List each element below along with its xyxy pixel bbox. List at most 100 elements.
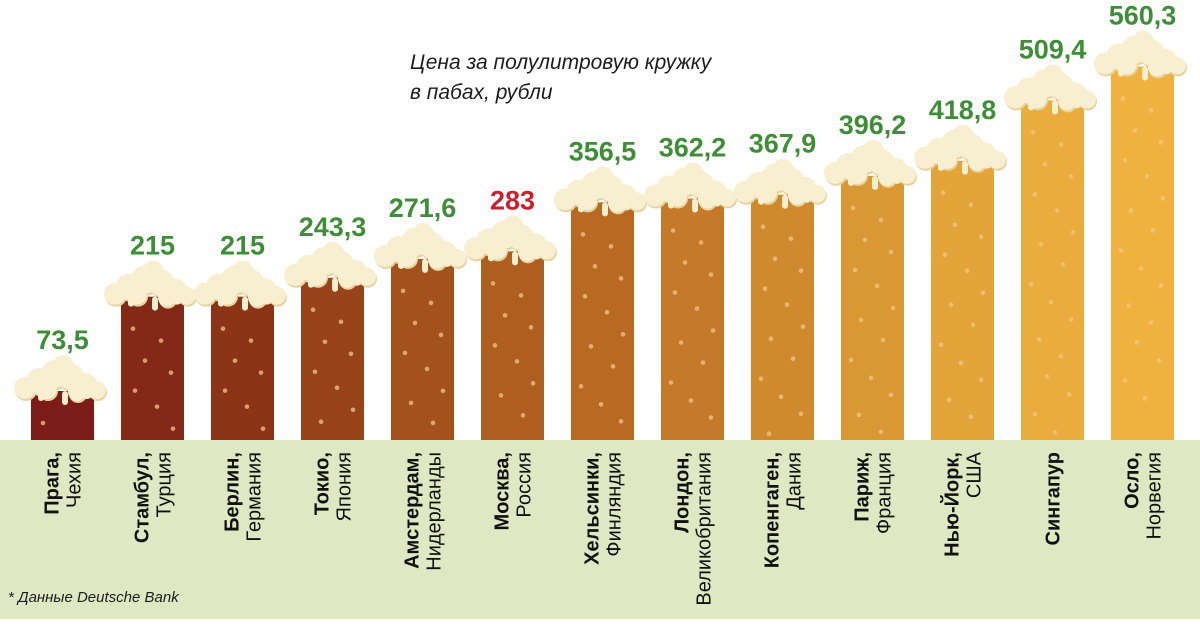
foam-puff: [323, 241, 343, 262]
foam-drip: [804, 194, 810, 203]
foam-drip: [264, 296, 270, 305]
foam-puff: [143, 260, 163, 281]
bubble: [402, 350, 408, 356]
country-name: Чехия: [64, 452, 86, 508]
category-label-line: Дания: [784, 452, 806, 510]
city-name: Хельсинки,: [582, 452, 604, 565]
foam-drip: [602, 202, 608, 217]
bubble: [1044, 374, 1050, 379]
foam-drip: [512, 251, 518, 266]
category-label-line: Германия: [244, 452, 266, 542]
foam-drip: [578, 202, 584, 213]
category-label-Берлин: Берлин, Германия: [222, 452, 266, 542]
bubble: [582, 294, 588, 299]
bar-Лондон: [661, 198, 724, 440]
bubble: [412, 320, 418, 326]
category-label-line: Токио,: [312, 452, 334, 515]
bubble: [40, 420, 46, 426]
foam-drip: [1118, 66, 1124, 77]
bubble: [1138, 266, 1144, 271]
city-name: Копенгаген,: [762, 452, 784, 568]
bubble: [856, 412, 862, 418]
foam-drip: [174, 296, 180, 305]
bar-Москва: [481, 251, 544, 440]
foam-drip: [332, 277, 338, 292]
category-label-line: США: [964, 451, 986, 498]
bar-Амстердам: [391, 258, 454, 440]
bar-bubbles: [130, 326, 176, 431]
bubble: [502, 313, 508, 318]
foam-drip: [624, 202, 630, 211]
foam-puff: [968, 152, 986, 171]
foam-puff: [1078, 90, 1096, 109]
foam-drip: [984, 160, 990, 169]
category-label-line: Великобритания: [694, 452, 716, 606]
bubble: [798, 411, 804, 417]
foam-puff: [178, 286, 196, 305]
bubble: [772, 256, 778, 262]
bubble: [1068, 174, 1074, 179]
category-label-Сингапур: Сингапур: [1043, 452, 1065, 545]
bubble: [968, 414, 974, 420]
bar-bubbles: [310, 307, 356, 425]
foam-head: [14, 355, 107, 405]
category-label-Осло: Осло, Норвегия: [1122, 452, 1166, 540]
category-label-Париж: Париж, Франция: [852, 452, 896, 534]
bubble: [1028, 282, 1034, 287]
foam-head: [374, 222, 467, 273]
foam-drip: [62, 391, 68, 405]
bubble: [1128, 208, 1134, 213]
bubble: [604, 310, 610, 315]
city-name: Нью-Йорк,: [940, 452, 964, 557]
category-label-Амстердам: Амстердам, Нидерланды: [402, 452, 446, 571]
bubble: [978, 377, 984, 383]
bubble: [244, 404, 250, 409]
foam-puff: [448, 248, 466, 267]
foam-puff: [608, 194, 626, 213]
foam-drip: [668, 198, 674, 209]
bubble: [312, 369, 318, 375]
foam-drip: [398, 258, 404, 269]
bubble: [1032, 412, 1038, 417]
bubble: [678, 340, 684, 345]
category-label-line: Хельсинки,: [582, 452, 604, 565]
foam-puff: [1133, 30, 1153, 51]
bubble: [610, 364, 616, 369]
bubble: [694, 306, 700, 311]
bubble: [708, 415, 714, 420]
category-label-line: Япония: [334, 452, 356, 521]
foam-puff: [863, 139, 883, 160]
foam-drip: [714, 198, 720, 207]
bubble: [868, 375, 874, 381]
bubble: [248, 338, 254, 343]
bars-layer: [14, 30, 1187, 441]
foam-head: [194, 260, 287, 311]
foam-drip: [488, 251, 494, 262]
category-label-line: Нью-Йорк,: [940, 452, 964, 557]
value-label: 283: [490, 185, 535, 215]
bubble: [888, 249, 894, 255]
foam-puff: [268, 286, 286, 305]
bubble: [952, 222, 958, 228]
country-name: Турция: [154, 452, 176, 517]
value-label: 356,5: [569, 136, 637, 166]
bubble: [1038, 242, 1044, 247]
city-name: Осло,: [1122, 452, 1144, 509]
bubble: [1142, 396, 1148, 401]
bubble: [766, 431, 772, 437]
bubble: [768, 336, 774, 342]
category-label-Копенгаген: Копенгаген, Дания: [762, 452, 806, 568]
bubble: [222, 388, 228, 393]
bubble: [758, 376, 764, 382]
bubble: [514, 359, 520, 364]
foam-drip: [782, 194, 788, 209]
category-label-Токио: Токио, Япония: [312, 452, 356, 521]
bubble: [158, 338, 164, 343]
foam-head: [734, 158, 827, 209]
bubble: [1058, 142, 1064, 147]
bubble: [520, 413, 526, 418]
bar-bubbles: [40, 420, 46, 426]
foam-drip: [308, 277, 314, 288]
foam-drip: [962, 160, 968, 175]
